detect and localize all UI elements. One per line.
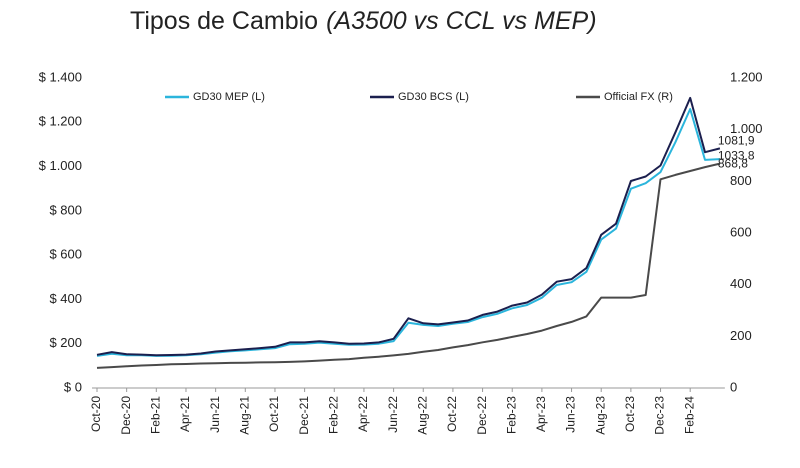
x-tick-label: Jun-22 (386, 396, 400, 433)
x-tick-label: Jun-21 (208, 396, 222, 433)
x-tick-label: Apr-23 (534, 396, 548, 432)
x-tick-label: Apr-21 (178, 396, 192, 432)
x-tick-label: Feb-23 (504, 396, 518, 434)
y-tick-label: $ 1.400 (39, 69, 82, 84)
legend-label: GD30 MEP (L) (193, 91, 265, 103)
title-main: Tipos de Cambio (130, 7, 318, 35)
x-tick-label: Oct-23 (623, 396, 637, 432)
y-tick-label: $ 1.000 (39, 158, 82, 173)
y2-tick-label: 200 (730, 328, 752, 343)
x-tick-label: Dec-23 (653, 396, 667, 435)
x-tick-label: Aug-23 (593, 396, 607, 435)
x-tick-label: Feb-22 (326, 396, 340, 434)
y2-tick-label: 400 (730, 276, 752, 291)
chart-title: Tipos de Cambio (A3500 vs CCL vs MEP) (130, 7, 597, 35)
title-italic: (A3500 vs CCL vs MEP) (326, 7, 596, 35)
y2-tick-label: 0 (730, 379, 737, 394)
y2-tick-label: 600 (730, 224, 752, 239)
x-tick-label: Oct-22 (445, 396, 459, 432)
y-tick-label: $ 200 (49, 335, 82, 350)
x-tick-label: Feb-24 (682, 396, 696, 434)
x-tick-label: Oct-20 (89, 396, 103, 432)
y2-tick-label: 800 (730, 173, 752, 188)
x-tick-label: Dec-22 (475, 396, 489, 435)
legend-label: Official FX (R) (604, 91, 673, 103)
y2-tick-label: 1.000 (730, 121, 763, 136)
y-tick-label: $ 0 (64, 379, 82, 394)
y-tick-label: $ 800 (49, 202, 82, 217)
x-tick-label: Jun-23 (564, 396, 578, 433)
x-tick-label: Aug-21 (237, 396, 251, 435)
x-tick-label: Apr-22 (356, 396, 370, 432)
series-line (96, 96, 721, 357)
x-tick-label: Dec-21 (297, 396, 311, 435)
end-label: 868,8 (718, 157, 748, 171)
legend-label: GD30 BCS (L) (398, 91, 469, 103)
x-tick-label: Feb-21 (148, 396, 162, 434)
x-tick-label: Aug-22 (415, 396, 429, 435)
end-label: 1033,8 (718, 148, 755, 162)
series-line (96, 162, 721, 369)
x-tick-label: Oct-21 (267, 396, 281, 432)
y2-tick-label: 1.200 (730, 69, 763, 84)
end-label: 1081,9 (718, 134, 755, 148)
y-tick-label: $ 1.200 (39, 114, 82, 129)
y-tick-label: $ 600 (49, 247, 82, 262)
x-tick-label: Dec-20 (119, 396, 133, 435)
y-tick-label: $ 400 (49, 291, 82, 306)
